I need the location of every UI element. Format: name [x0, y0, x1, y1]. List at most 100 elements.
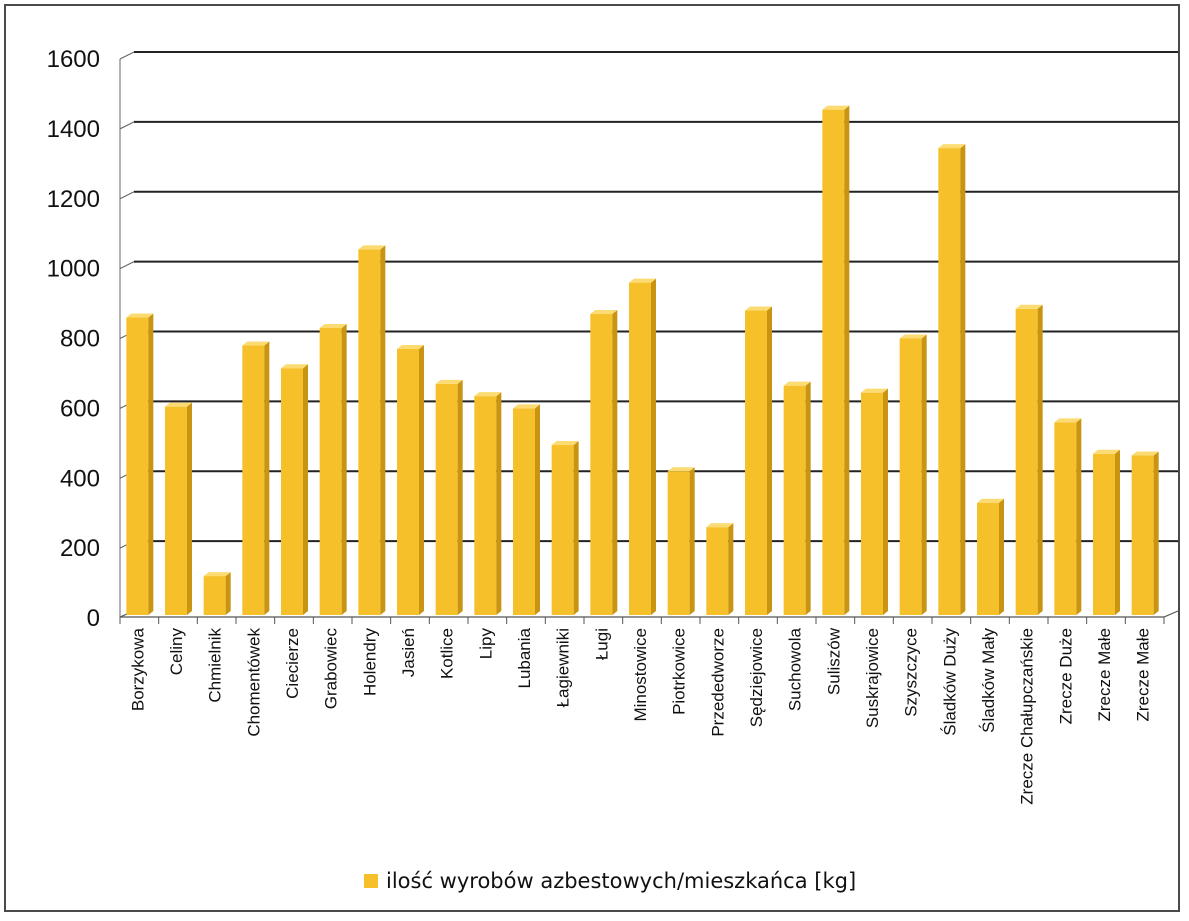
bar — [861, 388, 888, 615]
bar-top — [706, 523, 734, 528]
x-tick-label: Ciecierze — [283, 628, 302, 699]
y-tick-label: 200 — [60, 535, 100, 562]
bar — [319, 324, 347, 615]
bar-top — [1015, 304, 1043, 309]
bar — [1015, 304, 1043, 615]
gridline-depth — [119, 51, 135, 60]
bar-front — [861, 392, 883, 615]
bar-top — [126, 313, 154, 318]
bar-front — [358, 249, 381, 616]
bar — [513, 404, 540, 615]
bar — [629, 278, 656, 615]
bar-top — [899, 334, 927, 339]
chart-frame: 0 200 400 600 800 1000 1200 1400 1600 Borzykowa C… — [4, 4, 1180, 912]
bar — [397, 344, 424, 615]
bar-front — [706, 527, 729, 615]
bar-front — [938, 148, 961, 615]
bar-front — [126, 317, 149, 615]
bar — [667, 467, 695, 615]
bar-top — [861, 388, 888, 393]
bar — [126, 313, 154, 615]
x-tick-label: Chmielnik — [206, 628, 225, 703]
bar-side — [805, 381, 811, 615]
bar-side — [612, 310, 618, 615]
x-tick-label: Zrecze Duże — [1056, 628, 1075, 724]
bar-side — [844, 105, 850, 616]
bar-top — [629, 278, 656, 283]
bar-top — [165, 402, 192, 407]
bar-side — [148, 313, 154, 615]
x-tick-label: Łagiewniki — [554, 628, 573, 707]
bar — [281, 364, 308, 615]
x-tick-label: Grabowiec — [322, 628, 341, 710]
x-tick-label: Szyszczyce — [902, 628, 921, 717]
bar-side — [187, 402, 192, 615]
bar-top — [551, 441, 579, 446]
bar-front — [551, 445, 574, 615]
bar-top — [1093, 449, 1120, 454]
bar-side — [651, 278, 656, 615]
bar-top — [281, 364, 308, 369]
bars — [126, 105, 1159, 616]
bar-side — [264, 341, 270, 615]
bar — [1093, 449, 1120, 615]
bar-side — [960, 144, 966, 615]
bar-side — [380, 245, 386, 616]
bar-top — [667, 467, 695, 472]
bar-top — [435, 379, 463, 384]
bar — [1054, 418, 1082, 615]
bar-top — [203, 572, 231, 577]
bar — [1131, 451, 1159, 615]
legend: ilość wyrobów azbestowych/mieszkańca [kg… — [364, 869, 856, 893]
bar-side — [496, 392, 502, 615]
bar-side — [767, 306, 772, 615]
bar-top — [358, 245, 386, 250]
bar — [977, 498, 1004, 615]
x-tick-label: Zrecze Małe — [1095, 628, 1114, 722]
x-tick-label: Lipy — [476, 628, 495, 660]
bar-front — [667, 471, 690, 615]
bar-front — [629, 282, 651, 615]
bar-front — [165, 406, 187, 615]
bar-top — [938, 144, 966, 149]
bar-side — [419, 344, 424, 615]
bar — [745, 306, 772, 615]
bar — [822, 105, 850, 616]
bar-side — [303, 364, 308, 615]
bar — [358, 245, 386, 616]
x-tick-label: Zrecze Chałupczańskie — [1018, 628, 1037, 805]
y-tick-label: 400 — [60, 465, 100, 492]
bar-side — [573, 441, 579, 615]
x-tick-label: Przededworze — [708, 628, 727, 737]
bar-front — [1054, 422, 1077, 615]
bar — [551, 441, 579, 615]
x-tick-label: Chomentówek — [244, 628, 263, 737]
x-tick-label: Suskrajowice — [863, 628, 882, 728]
legend-swatch — [364, 874, 378, 888]
bar-front — [397, 348, 419, 615]
y-tick-label: 1400 — [47, 116, 100, 143]
y-tick-label: 0 — [87, 605, 100, 632]
bar-front — [474, 396, 497, 615]
x-axis-ticks: Borzykowa Celiny Chmielnik Chomentówek Cieci… — [119, 617, 1165, 805]
x-tick-label: Borzykowa — [128, 627, 147, 711]
bar-side — [535, 404, 540, 615]
bar-top — [319, 324, 347, 329]
bar-front — [1131, 455, 1154, 615]
gridline-depth — [119, 121, 135, 130]
bar-side — [1076, 418, 1082, 615]
bar-top — [242, 341, 270, 346]
bar-side — [341, 324, 347, 615]
y-axis-ticks: 0 200 400 600 800 1000 1200 1400 1600 — [47, 46, 100, 632]
bar — [706, 523, 734, 615]
bar-top — [822, 105, 850, 110]
x-tick-label: Suchowola — [786, 627, 805, 711]
gridline-depth — [119, 261, 135, 270]
bar-front — [977, 502, 999, 615]
bar-top — [745, 306, 772, 311]
bar-front — [590, 314, 613, 615]
bar — [435, 379, 463, 615]
bar-top — [1131, 451, 1159, 456]
bar-front — [513, 408, 535, 615]
bar-side — [457, 379, 463, 615]
